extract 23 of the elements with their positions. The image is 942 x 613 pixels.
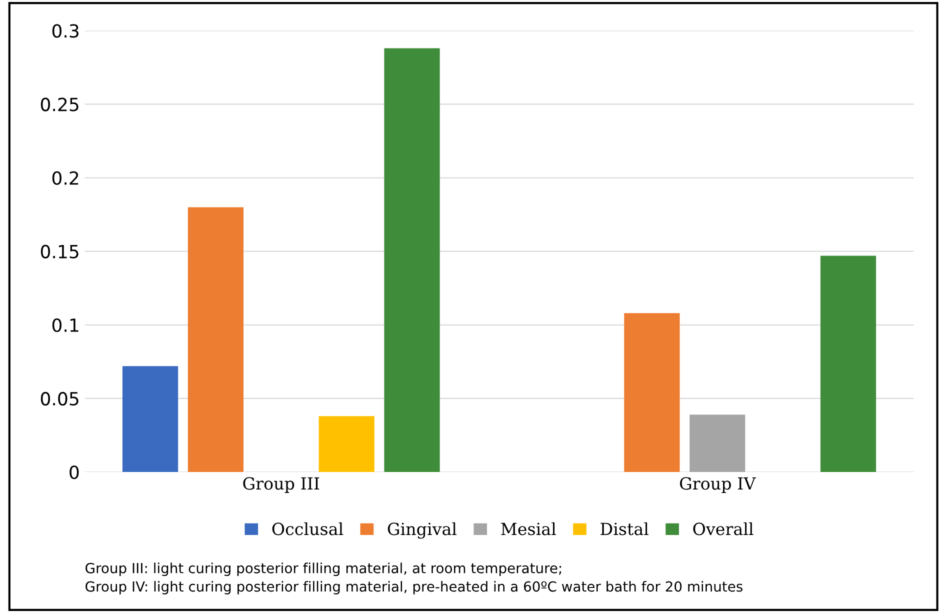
bar	[690, 414, 746, 472]
y-tick-label: 0	[70, 465, 79, 480]
text: Group IV: light curing posterior filling material, pre-heated in a 60ºC water bath for 20 minutes	[86, 580, 742, 594]
bar	[624, 313, 680, 472]
legend-label: Gingival	[388, 522, 456, 539]
bar	[122, 366, 178, 472]
y-tick-label: 0.3	[52, 24, 78, 38]
bar	[820, 256, 876, 472]
x-tick-label: Group IV	[680, 477, 756, 493]
text: Group III: light curing posterior filling material, at room temperature;	[86, 562, 562, 576]
legend-label: Mesial	[501, 522, 556, 536]
legend-label: Occlusal	[272, 522, 344, 536]
legend-label: Overall	[693, 522, 754, 536]
bar	[188, 207, 244, 472]
y-tick-label: 0.1	[52, 318, 78, 332]
x-tick-label: Group III	[243, 477, 320, 493]
y-tick-label: 0.05	[40, 392, 78, 406]
bar	[384, 48, 440, 472]
legend-label: Distal	[600, 522, 648, 536]
y-tick-label: 0.15	[40, 244, 78, 258]
y-tick-label: 0.2	[52, 171, 78, 185]
y-tick-label: 0.25	[40, 98, 78, 112]
bar	[318, 416, 374, 472]
